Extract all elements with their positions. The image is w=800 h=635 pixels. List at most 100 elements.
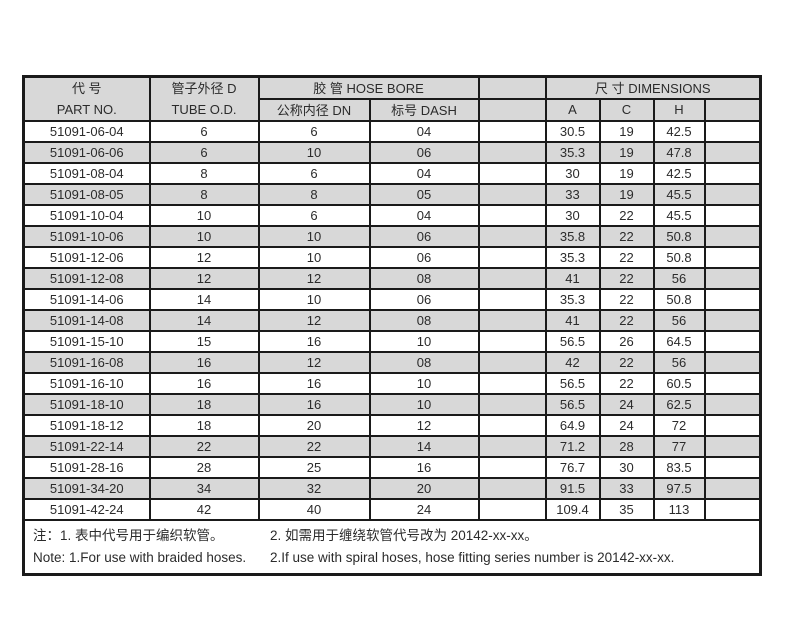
header-dn: 公称内径 DN bbox=[257, 97, 371, 123]
cell-empty-spacer bbox=[477, 246, 547, 269]
cell-empty-spacer bbox=[477, 183, 547, 206]
cell-part-no: 51091-16-10 bbox=[22, 372, 151, 395]
header-dimensions: 尺 寸 DIMENSIONS bbox=[544, 75, 762, 100]
cell-dn: 8 bbox=[257, 183, 371, 206]
cell-h: 60.5 bbox=[652, 372, 706, 395]
cell-h: 72 bbox=[652, 414, 706, 437]
cell-empty-end bbox=[703, 330, 762, 353]
cell-part-no: 51091-14-08 bbox=[22, 309, 151, 332]
cell-part-no: 51091-10-04 bbox=[22, 204, 151, 227]
cell-c: 30 bbox=[598, 456, 655, 479]
header-hose-bore: 胶 管 HOSE BORE bbox=[257, 75, 480, 100]
cell-a: 35.3 bbox=[544, 141, 601, 164]
cell-empty-end bbox=[703, 246, 762, 269]
cell-tube-od: 6 bbox=[148, 141, 260, 164]
cell-part-no: 51091-22-14 bbox=[22, 435, 151, 458]
cell-empty-end bbox=[703, 414, 762, 437]
cell-empty-end bbox=[703, 141, 762, 164]
cell-dn: 6 bbox=[257, 162, 371, 185]
header-part-no: 代 号 PART NO. bbox=[22, 75, 151, 122]
cell-empty-end bbox=[703, 162, 762, 185]
cell-empty-end bbox=[703, 225, 762, 248]
cell-c: 19 bbox=[598, 183, 655, 206]
cell-part-no: 51091-28-16 bbox=[22, 456, 151, 479]
cell-part-no: 51091-12-06 bbox=[22, 246, 151, 269]
cell-c: 28 bbox=[598, 435, 655, 458]
note-en-2: 2.If use with spiral hoses, hose fitting… bbox=[270, 550, 675, 565]
cell-c: 22 bbox=[598, 351, 655, 374]
cell-tube-od: 8 bbox=[148, 183, 260, 206]
cell-a: 71.2 bbox=[544, 435, 601, 458]
cell-empty-end bbox=[703, 309, 762, 332]
table-row: 51091-15-10 15 16 10 56.5 26 64.5 bbox=[22, 330, 762, 353]
cell-c: 26 bbox=[598, 330, 655, 353]
cell-dash: 12 bbox=[368, 414, 480, 437]
cell-dn: 16 bbox=[257, 372, 371, 395]
cell-part-no: 51091-10-06 bbox=[22, 225, 151, 248]
cell-dash: 16 bbox=[368, 456, 480, 479]
cell-dash: 06 bbox=[368, 141, 480, 164]
header-row-1: 代 号 PART NO. 管子外径 D TUBE O.D. 胶 管 HOSE B… bbox=[22, 75, 762, 122]
table-row: 51091-10-04 10 6 04 30 22 45.5 bbox=[22, 204, 762, 227]
cell-empty-spacer bbox=[477, 456, 547, 479]
cell-empty-spacer bbox=[477, 477, 547, 500]
table-row: 51091-10-06 10 10 06 35.8 22 50.8 bbox=[22, 225, 762, 248]
cell-empty-spacer bbox=[477, 435, 547, 458]
cell-dn: 10 bbox=[257, 288, 371, 311]
cell-dash: 10 bbox=[368, 393, 480, 416]
cell-empty-end bbox=[703, 288, 762, 311]
header-col-c: C bbox=[598, 97, 655, 123]
cell-part-no: 51091-34-20 bbox=[22, 477, 151, 500]
cell-dn: 25 bbox=[257, 456, 371, 479]
cell-a: 109.4 bbox=[544, 498, 601, 521]
cell-empty-end bbox=[703, 477, 762, 500]
table-row: 51091-16-08 16 12 08 42 22 56 bbox=[22, 351, 762, 374]
cell-a: 33 bbox=[544, 183, 601, 206]
cell-empty-spacer bbox=[477, 330, 547, 353]
header-col-h: H bbox=[652, 97, 706, 123]
note-en-1: Note: 1.For use with braided hoses. bbox=[33, 550, 247, 565]
cell-tube-od: 42 bbox=[148, 498, 260, 521]
cell-empty-spacer bbox=[477, 372, 547, 395]
table-body: 51091-06-04 6 6 04 30.5 19 42.5 51091-06-06 6 10 0… bbox=[22, 120, 762, 521]
cell-h: 97.5 bbox=[652, 477, 706, 500]
table-row: 51091-12-08 12 12 08 41 22 56 bbox=[22, 267, 762, 290]
cell-a: 91.5 bbox=[544, 477, 601, 500]
cell-a: 64.9 bbox=[544, 414, 601, 437]
cell-dn: 10 bbox=[257, 141, 371, 164]
header-part-no-zh: 代 号 bbox=[71, 81, 102, 96]
header-part-no-en: PART NO. bbox=[56, 102, 117, 117]
cell-h: 83.5 bbox=[652, 456, 706, 479]
header-dash: 标号 DASH bbox=[368, 97, 480, 123]
cell-a: 30 bbox=[544, 162, 601, 185]
table-row: 51091-34-20 34 32 20 91.5 33 97.5 bbox=[22, 477, 762, 500]
cell-c: 22 bbox=[598, 288, 655, 311]
cell-c: 22 bbox=[598, 309, 655, 332]
table-row: 51091-06-06 6 10 06 35.3 19 47.8 bbox=[22, 141, 762, 164]
cell-c: 19 bbox=[598, 120, 655, 143]
cell-tube-od: 18 bbox=[148, 414, 260, 437]
cell-dn: 10 bbox=[257, 246, 371, 269]
cell-tube-od: 18 bbox=[148, 393, 260, 416]
cell-empty-end bbox=[703, 183, 762, 206]
cell-dash: 04 bbox=[368, 204, 480, 227]
cell-tube-od: 34 bbox=[148, 477, 260, 500]
cell-a: 30.5 bbox=[544, 120, 601, 143]
cell-empty-spacer bbox=[477, 309, 547, 332]
cell-tube-od: 28 bbox=[148, 456, 260, 479]
cell-part-no: 51091-42-24 bbox=[22, 498, 151, 521]
cell-c: 24 bbox=[598, 414, 655, 437]
cell-dash: 08 bbox=[368, 267, 480, 290]
cell-dn: 16 bbox=[257, 330, 371, 353]
cell-tube-od: 16 bbox=[148, 372, 260, 395]
cell-tube-od: 22 bbox=[148, 435, 260, 458]
cell-dn: 10 bbox=[257, 225, 371, 248]
cell-a: 30 bbox=[544, 204, 601, 227]
cell-dash: 06 bbox=[368, 288, 480, 311]
cell-dash: 08 bbox=[368, 309, 480, 332]
cell-dash: 08 bbox=[368, 351, 480, 374]
cell-empty-end bbox=[703, 435, 762, 458]
cell-dn: 12 bbox=[257, 309, 371, 332]
cell-h: 56 bbox=[652, 351, 706, 374]
